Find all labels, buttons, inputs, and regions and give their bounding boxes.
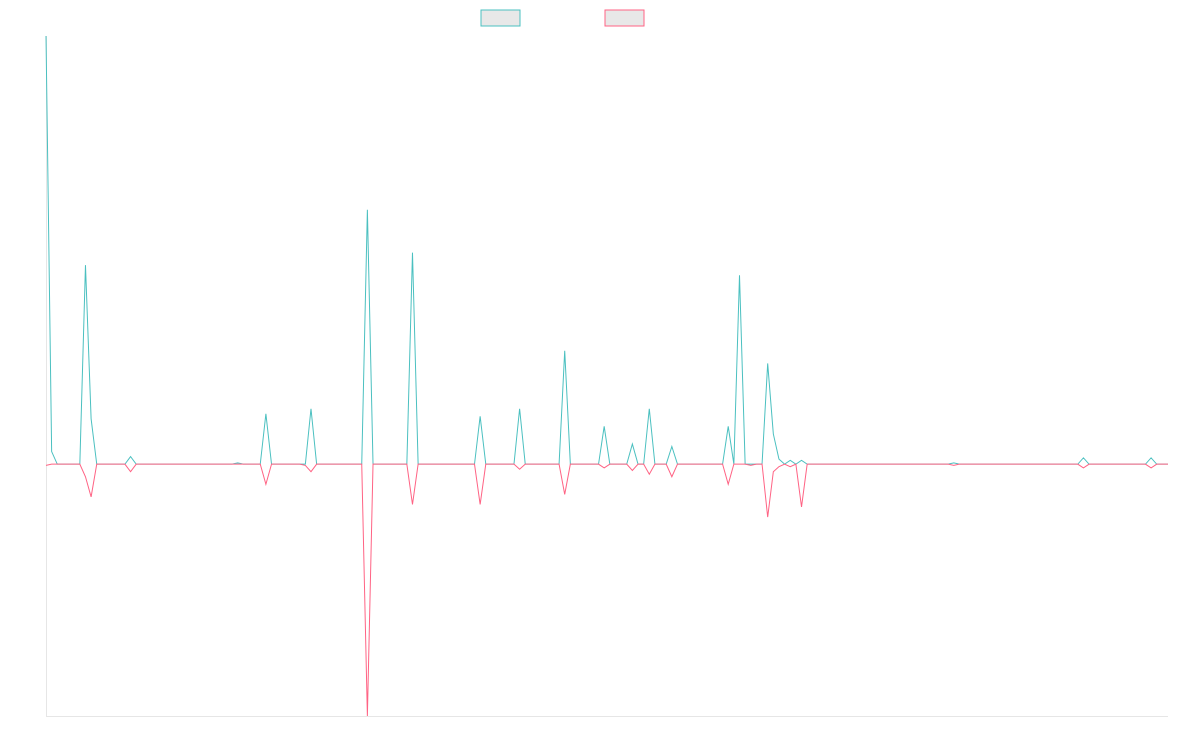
- series-line-down: [45, 463, 1168, 717]
- legend-swatch-down-series[interactable]: [604, 9, 645, 27]
- legend-swatch-up-series[interactable]: [480, 9, 521, 27]
- chart-legend: [480, 9, 645, 27]
- chart-axes: [46, 36, 1168, 717]
- series-layer: [45, 35, 1168, 717]
- series-line-up: [45, 35, 1168, 465]
